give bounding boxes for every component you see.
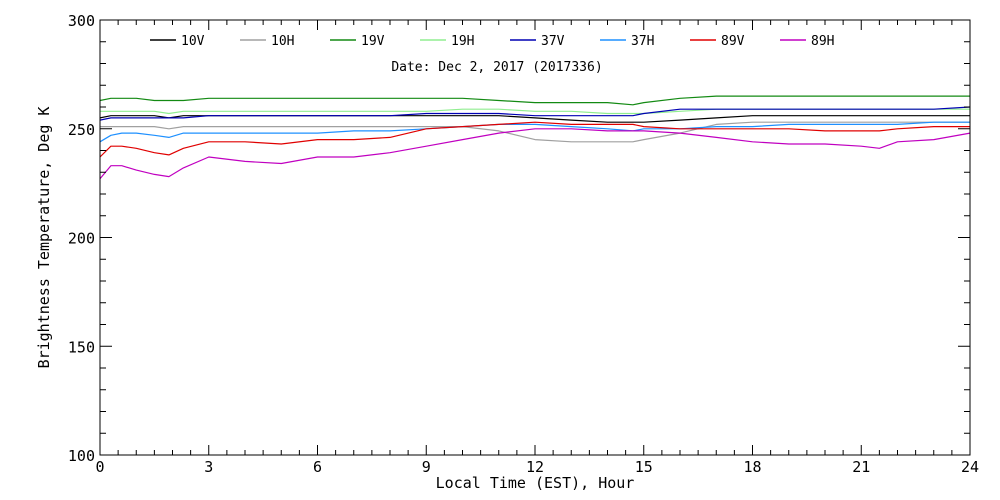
y-tick-label: 100 — [68, 447, 95, 465]
legend-label-37h: 37H — [631, 34, 654, 49]
x-tick-label: 12 — [526, 458, 544, 476]
series-line-37h — [99, 121, 970, 143]
series-line-37v — [99, 106, 971, 121]
x-tick-label: 24 — [961, 458, 979, 476]
legend-label-10h: 10H — [271, 34, 294, 49]
x-tick-label: 21 — [852, 458, 870, 476]
y-tick-label: 150 — [68, 338, 95, 356]
y-tick-label: 200 — [68, 230, 95, 248]
series-line-19h — [100, 108, 970, 115]
series-line-10h — [100, 121, 970, 143]
legend-label-19h: 19H — [451, 34, 474, 49]
y-tick-label: 300 — [68, 12, 95, 30]
legend-label-19v: 19V — [361, 34, 385, 49]
legend-label-10v: 10V — [181, 34, 205, 49]
x-tick-label: 6 — [313, 458, 322, 476]
legend-label-37v: 37V — [541, 34, 565, 49]
series-line-89h — [99, 128, 971, 180]
legend: 10V 10H 19V 19H 37V 37H 89V 89H — [150, 34, 834, 49]
x-tick-label: 18 — [743, 458, 761, 476]
series-line-19v — [99, 95, 970, 106]
legend-label-89h: 89H — [811, 34, 834, 49]
x-tick-label: 15 — [635, 458, 653, 476]
axis-layer: 0 3 6 9 12 15 18 21 24 100 150 200 250 300 — [68, 12, 979, 476]
y-tick-label: 250 — [68, 121, 95, 139]
plot-frame — [99, 19, 971, 456]
series-line-10v — [99, 115, 970, 123]
series-layer — [99, 95, 971, 180]
x-tick-label: 3 — [204, 458, 213, 476]
legend-label-89v: 89V — [721, 34, 745, 49]
x-axis-label: Local Time (EST), Hour — [436, 474, 635, 492]
x-tick-label: 9 — [422, 458, 431, 476]
chart-subtitle: Date: Dec 2, 2017 (2017336) — [391, 60, 602, 75]
series-line-89v — [99, 121, 970, 158]
x-tick-label: 0 — [95, 458, 104, 476]
y-axis-label: Brightness Temperature, Deg K — [35, 107, 53, 369]
